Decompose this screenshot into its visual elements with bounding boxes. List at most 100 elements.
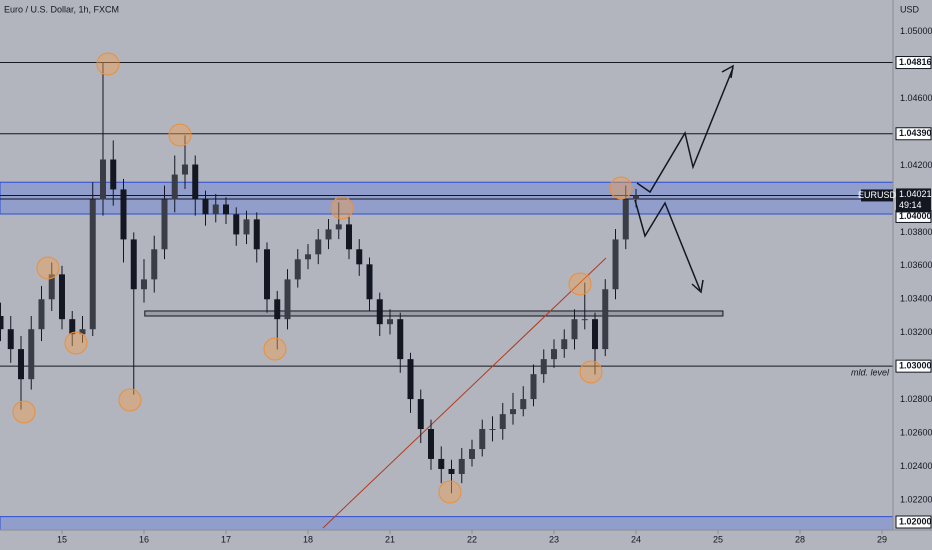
up-arrowhead [721,64,734,79]
candle-body [48,274,55,300]
y-tick-label: 1.03800 [900,227,932,237]
zones [0,181,894,531]
candle-body [428,429,435,459]
candle-body [592,319,599,350]
highlight-circle [118,388,142,412]
y-tick-label: 1.03600 [900,260,932,270]
candle-body [335,224,342,230]
candle-body [438,458,445,469]
highlight-circle [96,52,120,76]
price-tag-symbol: EURUSD [858,190,897,200]
level-label-box [895,515,932,529]
level-label-box [895,56,932,70]
candle-body [222,204,229,215]
x-tick-label: 18 [303,534,313,544]
candle-body [0,315,4,330]
candle-body [99,159,106,200]
level-label-box [895,127,932,141]
axis-labels: 1.02200 1.02400 1.02600 1.02800 1.03200 1.034… [57,26,932,544]
candle-body [89,199,96,330]
highlight-circle [263,337,287,361]
candle-body [510,409,517,415]
zone [0,181,894,215]
candle-body [407,359,414,400]
candle-body [489,429,496,431]
projection-arrows [634,64,734,294]
highlight-circle [168,123,192,147]
x-tick-label: 23 [549,534,559,544]
candle-body [520,399,527,410]
candle-body [38,299,45,330]
level-label: 1.04816 [899,57,932,67]
price-tag-box [861,189,893,202]
countdown: 49:14 [899,200,922,210]
level-label: 1.02000 [899,516,932,526]
candle-body [233,214,240,235]
candle-body [294,259,301,280]
highlight-circle [64,331,88,355]
candle-body [120,189,127,240]
y-tick-label: 1.04200 [900,160,932,170]
level-label: 1.04000 [899,211,932,221]
candle-body [7,329,14,350]
highlight-circle [330,196,354,220]
candle-body [315,239,322,255]
down-arrow [634,199,701,291]
y-tick-label: 1.02600 [900,427,932,437]
y-tick-label: 1.05000 [900,26,932,36]
candle-body [140,279,147,290]
highlights [12,52,633,504]
x-tick-label: 25 [713,534,723,544]
candle-body [633,195,640,200]
candle-body [622,199,629,240]
range-box [144,310,724,317]
candle-body [69,319,76,335]
candle-body [345,224,352,250]
candle-body [263,249,270,300]
x-tick-label: 17 [221,534,231,544]
candle-body [161,199,168,250]
candle-body [366,264,373,300]
x-tick-label: 21 [385,534,395,544]
y-tick-label: 1.02400 [900,461,932,471]
candle-body [530,374,537,400]
y-tick-label: 1.03400 [900,294,932,304]
candle-body [325,229,332,240]
highlight-circle [568,272,592,296]
highlight-circle [438,480,462,504]
level-note: mld. level [851,368,890,378]
highlight-circle [12,400,36,424]
candle-body [212,204,219,215]
candles [0,62,640,494]
highlight-circle [579,360,603,384]
x-tick-label: 22 [467,534,477,544]
candle-body [274,299,281,320]
price-label: 1.04021 [899,189,932,199]
candle-body [243,219,250,235]
candle-body [581,319,588,321]
candle-body [181,164,188,175]
y-tick-label: 1.03200 [900,327,932,337]
price-axis [893,0,932,550]
candle-body [551,349,558,360]
y-tick-label: 1.02800 [900,394,932,404]
level-label-box [895,359,932,373]
candle-body [458,458,465,474]
down-arrowhead [691,279,704,294]
candle-body [58,274,65,320]
zone [0,516,894,531]
candle-body [561,339,568,350]
x-tick-label: 15 [57,534,67,544]
chart-title: Euro / U.S. Dollar, 1h, FXCM [4,4,119,14]
candle-body [110,159,117,190]
candle-body [499,414,506,430]
candle-body [479,429,486,450]
candle-body [79,329,86,335]
candle-body [284,279,291,320]
candle-body [202,199,209,215]
x-tick-label: 28 [795,534,805,544]
candle-body [356,249,363,265]
candle-body [253,219,260,250]
highlight-circle [609,176,633,200]
